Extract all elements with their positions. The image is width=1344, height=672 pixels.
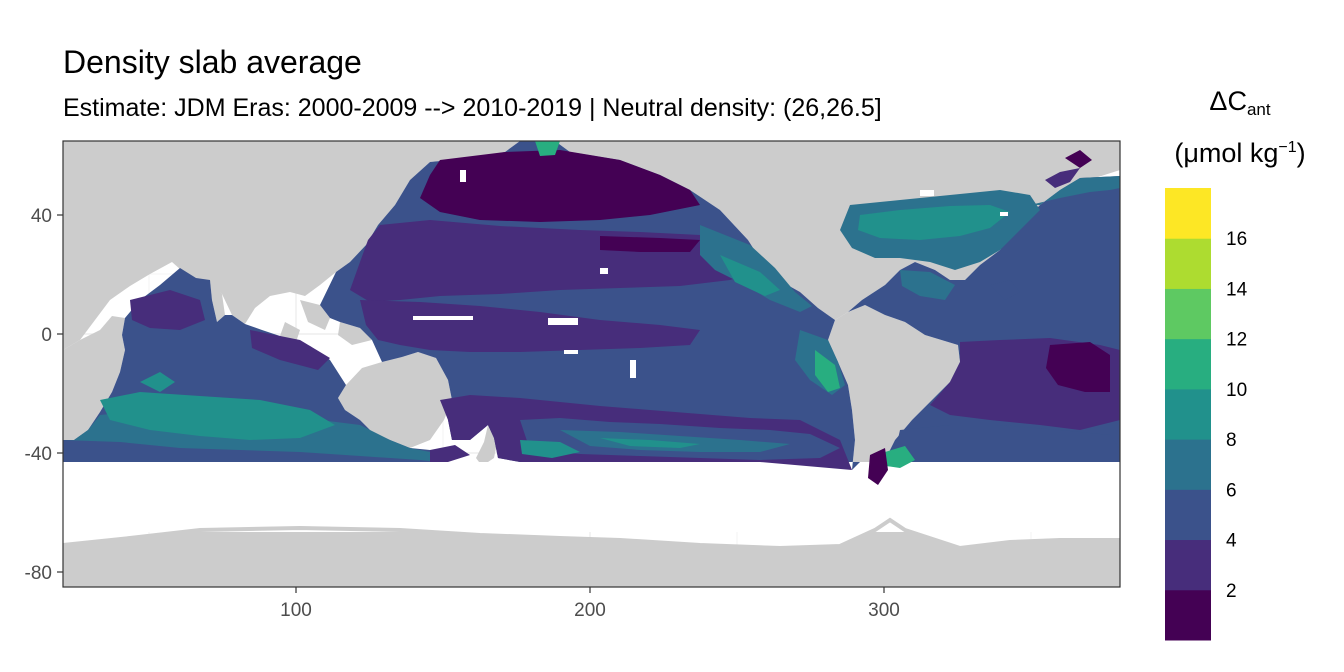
north-america-landmass <box>555 141 1120 320</box>
legend-color-step <box>1165 388 1211 440</box>
legend-color-step <box>1165 589 1211 641</box>
eurasia-landmass <box>63 141 520 350</box>
y-tick-label: -80 <box>25 563 52 584</box>
legend-break-label: 10 <box>1226 380 1247 401</box>
no-data-band <box>63 462 1120 532</box>
legend-ticks: 2 4 6 8 10 12 14 16 <box>1226 229 1248 602</box>
y-tick-label: 0 <box>41 325 52 346</box>
legend-break-label: 6 <box>1226 480 1237 501</box>
legend-color-step <box>1165 188 1211 239</box>
legend-color-step <box>1165 439 1211 490</box>
south-america-landmass <box>828 305 960 500</box>
map-subtitle: Estimate: JDM Eras: 2000-2009 --> 2010-2… <box>63 94 882 122</box>
x-tick-label: 300 <box>868 600 900 621</box>
data-gaps <box>413 170 1008 378</box>
legend-color-step <box>1165 288 1211 340</box>
india-peninsula <box>210 280 225 322</box>
australia-landmass <box>338 352 452 448</box>
legend-title-unit: (μmol kg−1) <box>1174 138 1306 168</box>
land-masses <box>63 141 1120 587</box>
legend-break-label: 12 <box>1226 330 1247 351</box>
southeast-asia-islands <box>280 300 372 345</box>
legend-break-label: 14 <box>1226 279 1248 300</box>
x-axis: 100 200 300 <box>280 587 900 621</box>
greenland-landmass <box>1060 141 1120 175</box>
y-axis: 40 0 -40 -80 <box>25 206 63 584</box>
ocean-field-indian <box>63 268 440 462</box>
legend-title-variable: ΔCant <box>1209 86 1271 119</box>
x-tick-label: 200 <box>574 600 606 621</box>
africa-landmass <box>63 316 125 440</box>
legend-colorbar <box>1165 188 1211 641</box>
x-tick-label: 100 <box>280 600 312 621</box>
legend-color-step <box>1165 238 1211 289</box>
new-zealand-islands <box>476 425 498 466</box>
y-tick-label: -40 <box>25 444 52 465</box>
antarctic-coast <box>63 517 1120 551</box>
ocean-field-marginal-seas <box>535 141 1120 300</box>
antarctica-landmass <box>63 520 1120 587</box>
legend-break-label: 2 <box>1226 581 1237 602</box>
legend-break-label: 16 <box>1226 229 1247 250</box>
ocean-field-pacific <box>320 141 860 470</box>
y-tick-label: 40 <box>31 206 52 227</box>
map-title: Density slab average <box>63 44 362 80</box>
legend-color-step <box>1165 539 1211 591</box>
legend-break-label: 8 <box>1226 430 1237 451</box>
legend-color-step <box>1165 489 1211 541</box>
legend-title: ΔCant (μmol kg−1) <box>1160 84 1320 170</box>
panel-border <box>62 140 1121 588</box>
ocean-field-atlantic <box>840 176 1120 485</box>
legend-break-label: 4 <box>1226 531 1237 552</box>
map-panel <box>63 141 1120 587</box>
legend-color-step <box>1165 338 1211 390</box>
